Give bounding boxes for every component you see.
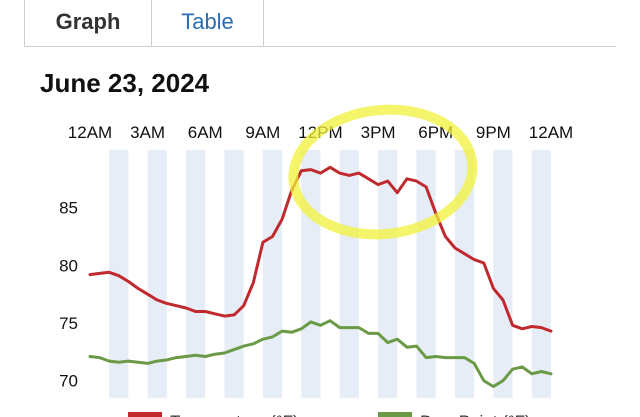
y-tick-label: 70 xyxy=(59,372,78,391)
hour-band xyxy=(358,150,379,398)
y-tick-label: 80 xyxy=(59,256,78,275)
legend-swatch xyxy=(378,412,412,417)
chart-legend: Temperature (°F) Dew Point (°F) xyxy=(128,412,531,417)
view-tabs: Graph Table xyxy=(24,0,616,47)
legend-swatch xyxy=(128,412,162,417)
legend-label: Temperature (°F) xyxy=(170,412,299,417)
x-tick-label: 3AM xyxy=(130,123,165,142)
x-tick-label: 6AM xyxy=(188,123,223,142)
y-tick-label: 75 xyxy=(59,314,78,333)
series-lines xyxy=(88,165,553,388)
hour-band xyxy=(147,150,167,398)
hour-band xyxy=(531,150,551,398)
y-tick-label: 85 xyxy=(59,199,78,218)
tab-table[interactable]: Table xyxy=(152,0,264,46)
highlight-circle xyxy=(288,104,478,240)
hour-band xyxy=(109,150,129,398)
hour-band xyxy=(474,150,494,398)
hour-band xyxy=(128,150,148,398)
hour-band xyxy=(435,150,455,398)
tab-graph[interactable]: Graph xyxy=(24,0,152,46)
hour-band xyxy=(339,150,359,398)
x-tick-label: 12AM xyxy=(68,123,112,142)
legend-label: Dew Point (°F) xyxy=(420,412,531,417)
hour-band xyxy=(512,150,532,398)
hour-band xyxy=(166,150,187,398)
hour-band xyxy=(454,150,475,398)
hour-band xyxy=(493,150,513,398)
date-title: June 23, 2024 xyxy=(40,68,210,98)
x-tick-label: 3PM xyxy=(361,123,396,142)
hour-band xyxy=(282,150,302,398)
y-axis-ticks: 70 75 80 85 xyxy=(59,199,78,391)
hour-band xyxy=(262,150,283,398)
hour-band xyxy=(224,150,244,398)
dew-point-line xyxy=(88,319,553,388)
temperature-line xyxy=(88,165,553,333)
highlight-annotation xyxy=(288,104,478,240)
hour-band xyxy=(397,150,417,398)
hour-band xyxy=(301,150,321,398)
x-tick-label: 9PM xyxy=(476,123,511,142)
hour-band xyxy=(205,150,225,398)
hour-band xyxy=(320,150,340,398)
hour-band xyxy=(416,150,436,398)
x-tick-label: 9AM xyxy=(245,123,280,142)
x-tick-label: 12AM xyxy=(529,123,573,142)
hour-band xyxy=(186,150,206,398)
hour-band xyxy=(243,150,263,398)
